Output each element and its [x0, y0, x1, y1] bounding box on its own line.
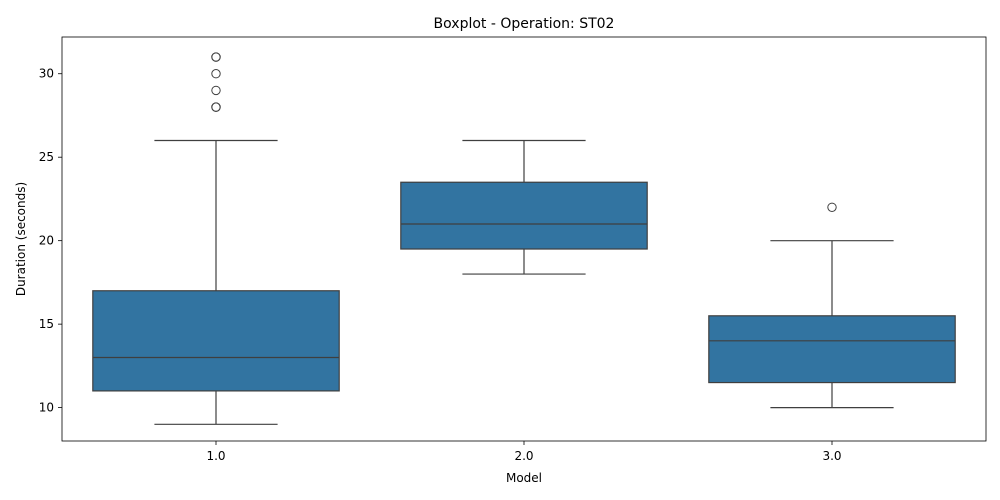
box-model-3-0	[708, 315, 956, 384]
chart-title: Boxplot - Operation: ST02	[434, 16, 615, 32]
y-tick-label-20: 20	[39, 234, 54, 248]
outlier-model-1-0-3	[211, 69, 221, 79]
y-tick-label-10: 10	[39, 401, 54, 415]
y-tick-label-15: 15	[39, 317, 54, 331]
y-axis-label: Duration (seconds)	[14, 182, 28, 296]
box-model-1-0	[92, 290, 340, 392]
outlier-model-1-0-5	[211, 52, 221, 62]
y-tick-label-25: 25	[39, 150, 54, 164]
x-tick-label-model-1-0: 1.0	[206, 449, 225, 463]
outlier-model-3-0-0	[827, 202, 837, 212]
outlier-model-1-0-1	[211, 102, 221, 112]
x-tick-label-model-3-0: 3.0	[822, 449, 841, 463]
box-group-model-2-0	[400, 139, 648, 275]
box-model-2-0	[400, 181, 648, 250]
x-tick-label-model-2-0: 2.0	[514, 449, 533, 463]
axes: 1.0 2.0 3.0 10 15 20 25 30	[39, 67, 842, 463]
x-axis-label: Model	[506, 471, 542, 485]
plot-area	[92, 52, 956, 425]
y-tick-label-30: 30	[39, 67, 54, 81]
outlier-model-1-0-2	[211, 85, 221, 96]
box-group-model-1-0	[92, 52, 340, 425]
box-group-model-3-0	[708, 202, 956, 409]
